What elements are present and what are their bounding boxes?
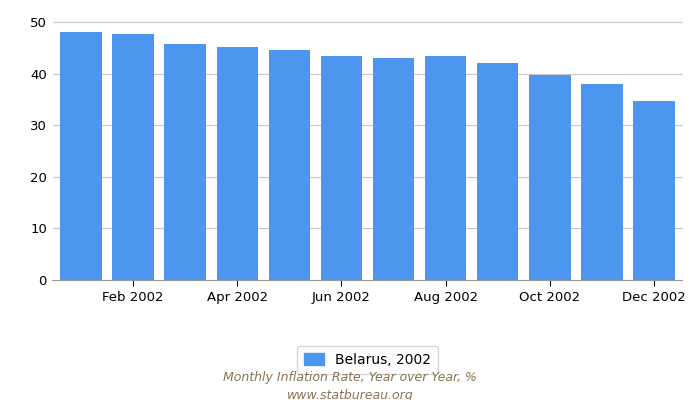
Legend: Belarus, 2002: Belarus, 2002 [297, 346, 438, 374]
Bar [581, 84, 622, 280]
Text: Monthly Inflation Rate, Year over Year, %: Monthly Inflation Rate, Year over Year, … [223, 372, 477, 384]
Bar [321, 56, 363, 280]
Bar [113, 34, 154, 280]
Bar [529, 75, 570, 280]
Text: www.statbureau.org: www.statbureau.org [287, 390, 413, 400]
Bar [425, 56, 466, 280]
Bar [164, 44, 206, 280]
Bar [477, 62, 519, 280]
Bar [269, 50, 310, 280]
Bar [633, 101, 675, 280]
Bar [372, 58, 414, 280]
Bar [60, 32, 102, 280]
Bar [216, 47, 258, 280]
